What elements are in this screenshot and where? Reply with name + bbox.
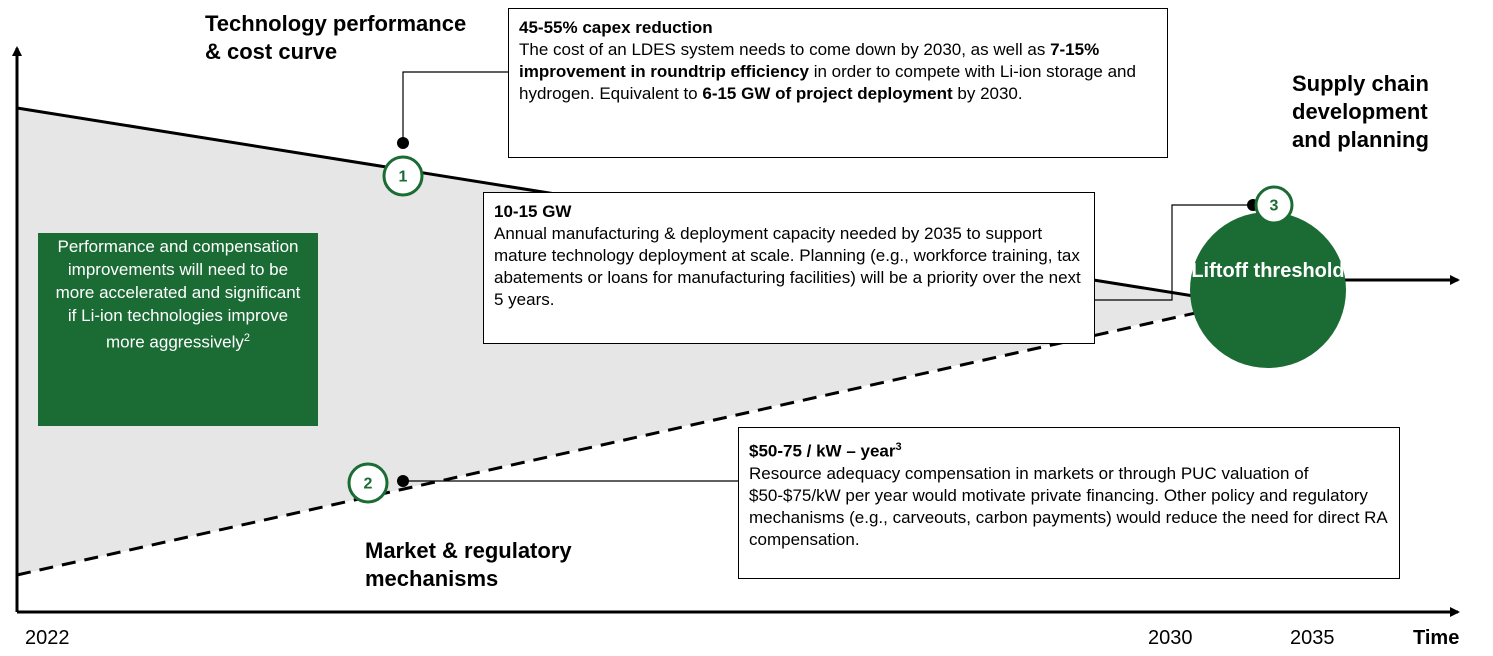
label: Market & regulatory mechanisms — [365, 538, 572, 591]
dot — [397, 137, 409, 149]
text-run: Resource adequacy compensation in market… — [749, 463, 1387, 549]
label: Technology performance & cost curve — [205, 11, 467, 64]
marker-number: 1 — [399, 169, 408, 186]
connector — [1095, 204, 1253, 301]
callout-box: $50-75 / kW – year3 Resource adequacy co… — [738, 427, 1400, 579]
callout-body: The cost of an LDES system needs to come… — [519, 39, 1157, 105]
marker-circle — [347, 462, 389, 504]
callout-body: Resource adequacy compensation in market… — [749, 463, 1389, 551]
x-axis-title: Time — [1413, 627, 1460, 649]
callout-title: 10-15 GW — [494, 202, 572, 221]
marker-number: 3 — [1270, 198, 1279, 215]
text-run: by 2030. — [952, 84, 1023, 103]
market-curve — [16, 310, 1201, 577]
callout-title: $50-75 / kW – year — [749, 441, 896, 461]
x-label: 2035 — [1290, 627, 1335, 649]
marker-number: 2 — [364, 476, 373, 493]
text-run: Annual manufacturing & deployment capaci… — [494, 224, 1081, 309]
footnote: 2 — [243, 332, 251, 344]
text-run: The cost of an LDES system needs to come… — [519, 40, 1051, 59]
note-box: Performance and compensation improvement… — [38, 233, 318, 426]
callout-box: 45-55% capex reduction The cost of an LD… — [508, 8, 1168, 158]
connector — [402, 71, 508, 143]
footnote: 3 — [895, 441, 902, 453]
text-run: 7-15% improvement in roundtrip efficienc… — [519, 40, 1100, 81]
callout-body: Annual manufacturing & deployment capaci… — [494, 223, 1084, 311]
liftoff-circle — [1190, 212, 1346, 368]
marker-circle — [382, 155, 424, 197]
text-run: in order to compete with Li-ion storage … — [519, 62, 1136, 103]
callout-title: 45-55% capex reduction — [519, 18, 713, 37]
liftoff-label: Liftoff threshold — [1191, 260, 1345, 282]
dot — [397, 475, 409, 487]
note-text: Performance and compensation improvement… — [55, 237, 301, 352]
x-label: 2030 — [1148, 627, 1193, 649]
x-label: 2022 — [25, 627, 70, 649]
text-run: 6-15 GW of project deployment — [702, 84, 953, 103]
label: Supply chain development and planning — [1292, 71, 1429, 152]
marker-circle — [1254, 185, 1294, 225]
callout-box: 10-15 GW Annual manufacturing & deployme… — [483, 192, 1095, 344]
